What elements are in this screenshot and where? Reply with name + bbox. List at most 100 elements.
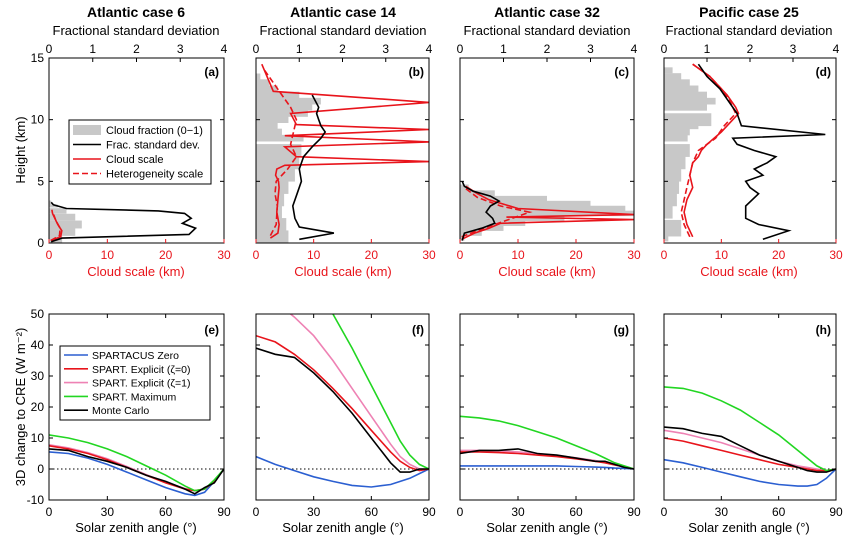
cloud-fraction-bar — [256, 85, 278, 93]
top-tick-label: 4 — [221, 42, 228, 56]
cre-lines-4 — [664, 386, 836, 487]
cre-panel-4: 0 30 60 90 (h) — [661, 313, 843, 519]
cre-lines-2 — [256, 314, 429, 488]
panel-title-4: Pacific case 25 — [699, 4, 799, 20]
cloud-fraction-bar — [256, 97, 321, 105]
top-tick-label: 0 — [253, 42, 260, 56]
sza-xlabel-1: Solar zenith angle (°) — [75, 520, 197, 535]
heterogeneity-scale-line — [680, 63, 737, 238]
y-tick-label: -10 — [27, 493, 45, 507]
x-tick-label: 30 — [511, 505, 525, 519]
cloud-fraction-bar — [664, 156, 686, 170]
series-monte-carlo — [664, 426, 836, 473]
top-tick-label: 3 — [587, 42, 594, 56]
top-tick-label: 4 — [833, 42, 840, 56]
cloud-fraction-bar — [256, 218, 287, 231]
cloud-fraction-bar — [256, 128, 282, 136]
panel-title-2: Atlantic case 14 — [290, 4, 396, 20]
top-tick-label: 3 — [790, 42, 797, 56]
cloud-fraction-bar — [460, 210, 634, 217]
cloud-scale-line — [461, 185, 634, 241]
panel-letter: (b) — [409, 65, 424, 79]
cloud-fraction-bar — [256, 122, 278, 130]
x-tick-label: 90 — [422, 505, 436, 519]
cloud-scale-label-3: Cloud scale (km) — [498, 264, 596, 279]
series-monte-carlo — [49, 448, 224, 495]
cre-panel-3: 0 30 60 90 (g) — [457, 313, 641, 519]
series-spart-explicit0 — [256, 334, 429, 472]
top-axis-label-3: Fractional standard deviation — [464, 23, 631, 38]
bottom-tick-label: 30 — [422, 248, 436, 262]
cloud-fraction-bar — [664, 67, 673, 74]
cloud-fraction-bar — [664, 85, 699, 93]
cloud-fraction-bar — [664, 219, 682, 237]
cloud-fraction-bar — [256, 91, 300, 99]
cloud-fraction-bars-4 — [664, 67, 716, 242]
x-tick-label: 0 — [46, 505, 53, 519]
cloud-fraction-bar — [664, 168, 682, 182]
panel-frame — [663, 313, 837, 501]
cloud-fraction-bar — [256, 110, 308, 117]
legend-label: Cloud scale — [106, 154, 163, 166]
profile-lines-3 — [461, 180, 634, 241]
cloud-fraction-bar — [664, 134, 688, 142]
top-tick-label: 1 — [500, 42, 507, 56]
x-tick-label: 90 — [829, 505, 843, 519]
top-axis-label-4: Fractional standard deviation — [666, 23, 833, 38]
y-tick-label: 10 — [31, 431, 45, 445]
legend-label: Cloud fraction (0−1) — [106, 125, 203, 137]
cloud-fraction-bar — [49, 208, 67, 214]
cloud-fraction-bar — [664, 104, 707, 111]
top-tick-label: 1 — [89, 42, 96, 56]
legend-label: Heterogeneity scale — [106, 169, 203, 181]
bottom-tick-label: 20 — [772, 248, 786, 262]
profile-lines-4 — [680, 63, 826, 241]
bottom-tick-label: 30 — [627, 248, 641, 262]
profile-legend: Cloud fraction (0−1) Frac. standard dev. C… — [68, 119, 212, 185]
cloud-scale-label-2: Cloud scale (km) — [294, 264, 392, 279]
cloud-fraction-bar — [664, 232, 669, 242]
top-tick-label: 2 — [133, 42, 140, 56]
top-tick-label: 3 — [382, 42, 389, 56]
top-tick-label: 0 — [46, 42, 53, 56]
series-spart-maximum — [331, 314, 429, 470]
cloud-fraction-bar — [256, 156, 300, 170]
profile-lines-2 — [261, 63, 429, 241]
x-tick-label: 60 — [365, 505, 379, 519]
panel-frame — [459, 313, 635, 501]
cloud-fraction-bar — [460, 184, 469, 191]
cloud-fraction-bar — [664, 91, 707, 99]
series-spart-explicit1 — [289, 314, 429, 470]
y-tick-label: 5 — [37, 174, 44, 188]
cloud-fraction-bars-2 — [256, 73, 321, 243]
top-tick-label: 1 — [704, 42, 711, 56]
height-ylabel: Height (km) — [13, 116, 28, 183]
x-tick-label: 30 — [307, 505, 321, 519]
cloud-fraction-bar — [256, 79, 269, 86]
cloud-scale-line — [683, 63, 740, 238]
cloud-fraction-bars-1 — [49, 200, 82, 243]
cre-legend: SPARTACUS Zero SPART. Explicit (ζ=0) SPART… — [59, 345, 211, 421]
cloud-fraction-bar — [49, 213, 76, 221]
top-tick-label: 3 — [177, 42, 184, 56]
top-tick-label: 2 — [339, 42, 346, 56]
panel-letter: (d) — [816, 65, 831, 79]
profile-panel-2: 0 1 2 3 4 0 10 20 30 (b) — [253, 42, 436, 262]
x-tick-label: 60 — [159, 505, 173, 519]
cre-lines-1 — [49, 434, 224, 497]
panel-letter: (g) — [614, 323, 629, 337]
cre-panel-2: 0 30 60 90 (f) — [253, 313, 436, 519]
cloud-scale-line — [50, 209, 63, 242]
x-tick-label: 90 — [217, 505, 231, 519]
y-tick-label: 50 — [31, 307, 45, 321]
x-tick-label: 0 — [661, 505, 668, 519]
legend-label: SPARTACUS Zero — [92, 350, 179, 362]
top-tick-label: 0 — [457, 42, 464, 56]
bottom-tick-label: 20 — [365, 248, 379, 262]
legend-label: SPART. Explicit (ζ=1) — [92, 378, 190, 390]
bottom-tick-label: 0 — [457, 248, 464, 262]
cloud-fraction-bar — [256, 181, 289, 194]
cloud-fraction-bar — [664, 205, 673, 219]
frac-std-line — [291, 94, 335, 241]
